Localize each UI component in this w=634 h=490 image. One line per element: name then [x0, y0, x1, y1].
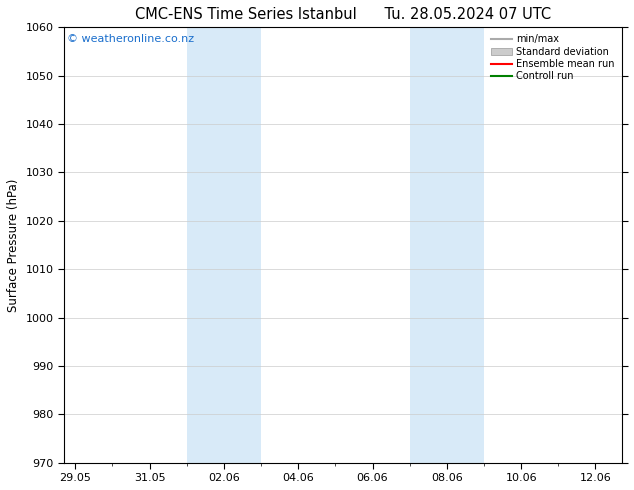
Title: CMC-ENS Time Series Istanbul      Tu. 28.05.2024 07 UTC: CMC-ENS Time Series Istanbul Tu. 28.05.2…	[134, 7, 551, 22]
Bar	[410, 27, 484, 463]
Legend: min/max, Standard deviation, Ensemble mean run, Controll run: min/max, Standard deviation, Ensemble me…	[489, 32, 617, 83]
Text: © weatheronline.co.nz: © weatheronline.co.nz	[67, 34, 194, 44]
Y-axis label: Surface Pressure (hPa): Surface Pressure (hPa)	[7, 178, 20, 312]
Bar	[186, 27, 261, 463]
